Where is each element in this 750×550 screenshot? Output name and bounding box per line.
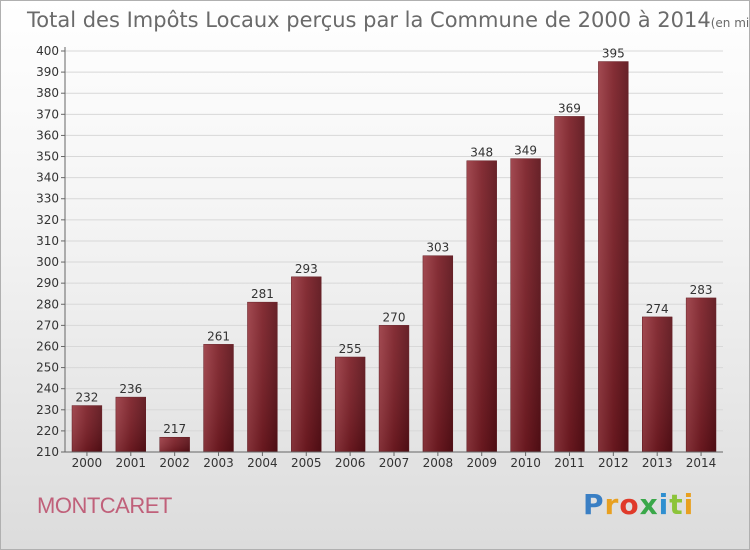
value-label-2010: 349 <box>514 144 537 158</box>
value-label-2014: 283 <box>690 283 713 297</box>
bar-shade-2014 <box>686 297 716 452</box>
value-label-2003: 261 <box>207 329 230 343</box>
chart-title-main: Total des Impôts Locaux perçus par la Co… <box>26 8 711 32</box>
bar-shade-2001 <box>115 397 146 452</box>
logo-letter: t <box>669 488 684 521</box>
y-tick-label: 270 <box>36 318 59 332</box>
x-tick-label-2001: 2001 <box>116 456 147 470</box>
y-tick-label: 330 <box>36 192 59 206</box>
logo-letter: i <box>658 488 670 521</box>
value-label-2005: 293 <box>295 262 318 276</box>
bar-shade-2007 <box>379 325 409 452</box>
x-tick-label-2013: 2013 <box>642 456 673 470</box>
y-tick-label: 260 <box>36 339 59 353</box>
commune-name: MONTCARET <box>37 493 172 518</box>
logo-letter: o <box>619 488 640 521</box>
y-tick-label: 340 <box>36 171 59 185</box>
x-tick-label-2011: 2011 <box>554 456 585 470</box>
y-tick-label: 310 <box>36 234 59 248</box>
y-axis: 210 220 230 240 250 260 270 280 290 300 310 320 330 3… <box>36 44 66 459</box>
y-tick-label: 360 <box>36 128 59 142</box>
bar-shade-2009 <box>466 160 497 452</box>
chart-title-unit: (en milliers d'€) <box>711 16 749 30</box>
logo-letter: r <box>604 488 620 521</box>
y-tick-label: 320 <box>36 213 59 227</box>
y-tick-label: 240 <box>36 382 59 396</box>
bar-shade-2003 <box>203 344 234 452</box>
x-tick-label-2000: 2000 <box>72 456 103 470</box>
chart-title: Total des Impôts Locaux perçus par la Co… <box>26 8 749 32</box>
proxiti-logo: Proxiti <box>583 488 694 521</box>
x-tick-label-2009: 2009 <box>466 456 497 470</box>
value-label-2013: 274 <box>646 302 669 316</box>
bar-shade-2010 <box>510 158 541 452</box>
bar-shade-2008 <box>422 255 453 452</box>
value-label-2000: 232 <box>75 391 98 405</box>
logo-letter: P <box>583 488 605 521</box>
bars: 232 236 217 261 281 293 255 270 303 348 349 369 395 2… <box>71 47 717 453</box>
bar-shade-2012 <box>598 61 629 452</box>
x-tick-label-2003: 2003 <box>203 456 234 470</box>
x-tick-label-2012: 2012 <box>598 456 629 470</box>
y-tick-label: 250 <box>36 361 59 375</box>
x-tick-label-2005: 2005 <box>291 456 322 470</box>
x-tick-label-2007: 2007 <box>379 456 410 470</box>
bar-shade-2005 <box>291 276 322 452</box>
logo-letter: i <box>683 488 695 521</box>
value-label-2007: 270 <box>383 310 406 324</box>
y-tick-label: 280 <box>36 297 59 311</box>
x-tick-label-2002: 2002 <box>159 456 190 470</box>
bar-shade-2013 <box>642 316 673 452</box>
x-tick-label-2004: 2004 <box>247 456 278 470</box>
value-label-2011: 369 <box>558 101 581 115</box>
y-tick-label: 380 <box>36 86 59 100</box>
bar-shade-2002 <box>159 437 190 452</box>
value-label-2004: 281 <box>251 287 274 301</box>
y-tick-label: 350 <box>36 150 59 164</box>
value-label-2012: 395 <box>602 47 625 61</box>
bar-shade-2006 <box>335 357 366 452</box>
value-label-2009: 348 <box>470 146 493 160</box>
value-label-2002: 217 <box>163 422 186 436</box>
y-tick-label: 290 <box>36 276 59 290</box>
bar-shade-2011 <box>554 116 585 452</box>
bar-shade-2004 <box>247 302 278 452</box>
x-axis: 2000 2001 2002 2003 2004 2005 2006 2007 2008 2009… <box>65 451 723 470</box>
x-tick-label-2006: 2006 <box>335 456 366 470</box>
value-label-2006: 255 <box>339 342 362 356</box>
value-label-2008: 303 <box>426 241 449 255</box>
bar-shade-2000 <box>72 405 102 452</box>
x-tick-label-2014: 2014 <box>686 456 717 470</box>
logo-letter: x <box>639 488 659 521</box>
y-tick-label: 370 <box>36 107 59 121</box>
x-tick-label-2008: 2008 <box>423 456 454 470</box>
value-label-2001: 236 <box>119 382 142 396</box>
y-tick-label: 300 <box>36 255 59 269</box>
x-tick-label-2010: 2010 <box>510 456 541 470</box>
y-tick-label: 230 <box>36 403 59 417</box>
y-tick-label: 400 <box>36 44 59 58</box>
y-tick-label: 220 <box>36 424 59 438</box>
y-tick-label: 210 <box>36 445 59 459</box>
y-tick-label: 390 <box>36 65 59 79</box>
